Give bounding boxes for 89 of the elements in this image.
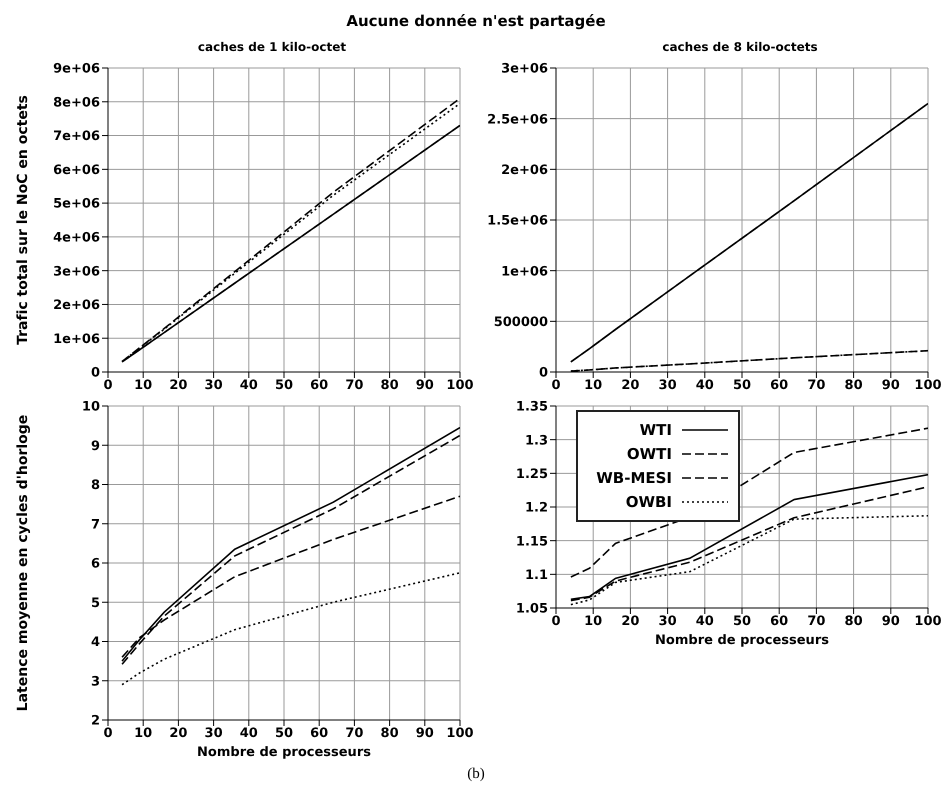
x-tick-label: 70 [807, 378, 826, 394]
legend-label: OWTI [626, 445, 672, 463]
x-tick-label: 70 [345, 726, 364, 742]
y-tick-label: 3 [90, 674, 100, 690]
x-tick-label: 100 [446, 378, 474, 394]
y-tick-label: 7 [90, 517, 100, 532]
x-tick-label: 40 [240, 726, 258, 742]
x-tick-label: 10 [134, 378, 152, 394]
x-tick-label: 30 [658, 378, 677, 394]
y-tick-label: 5 [90, 596, 100, 611]
x-axis-title: Nombre de processeurs [655, 633, 830, 648]
x-tick-label: 20 [169, 726, 188, 742]
y-tick-label: 1.25 [516, 466, 548, 482]
x-tick-label: 60 [310, 726, 328, 742]
x-tick-label: 40 [240, 378, 258, 394]
y-tick-label: 4 [90, 635, 100, 650]
x-tick-label: 80 [380, 726, 399, 742]
x-tick-label: 30 [204, 378, 223, 394]
x-tick-label: 100 [446, 726, 474, 742]
x-tick-label: 90 [416, 726, 434, 742]
y-tick-label: 2 [90, 714, 100, 729]
y-tick-label: 1.35 [516, 400, 548, 415]
y-tick-label: 10 [82, 400, 100, 415]
x-tick-label: 20 [621, 614, 640, 630]
y-tick-label: 0 [90, 366, 100, 381]
y-tick-label: 1e+06 [53, 332, 100, 347]
legend-label: OWBI [624, 493, 672, 511]
y-tick-label: 7e+06 [53, 129, 100, 144]
y-axis-title: Latence moyenne en cycles d'horloge [14, 414, 31, 712]
y-tick-label: 6 [90, 556, 100, 572]
x-tick-label: 80 [844, 378, 863, 394]
legend-label: WB-MESI [595, 469, 672, 487]
x-tick-label: 40 [696, 378, 714, 394]
x-tick-label: 0 [103, 378, 113, 394]
y-tick-label: 2e+06 [53, 298, 100, 314]
y-tick-label: 2e+06 [501, 162, 548, 178]
text: (b) [466, 766, 486, 783]
x-axis-title: Nombre de processeurs [197, 745, 372, 760]
x-tick-label: 0 [551, 614, 561, 630]
y-tick-label: 3e+06 [501, 62, 548, 77]
x-tick-label: 50 [274, 378, 294, 394]
y-tick-label: 2.5e+06 [487, 112, 548, 128]
x-tick-label: 60 [770, 614, 788, 630]
y-tick-label: 8e+06 [53, 95, 100, 110]
x-tick-label: 70 [807, 614, 826, 630]
y-tick-label: 0 [538, 366, 548, 381]
y-tick-label: 500000 [494, 314, 548, 330]
y-tick-label: 1.15 [516, 534, 548, 550]
x-tick-label: 50 [274, 726, 294, 742]
chart-title: caches de 1 kilo-octet [196, 40, 348, 56]
x-tick-label: 60 [770, 378, 788, 394]
y-tick-label: 6e+06 [53, 162, 100, 178]
text: Aucune donnée n'est partagée [345, 11, 607, 32]
chart-title: caches de 8 kilo-octets [661, 40, 819, 56]
x-tick-label: 90 [882, 614, 900, 630]
y-tick-label: 9 [90, 438, 100, 454]
x-tick-label: 50 [732, 614, 752, 630]
x-tick-label: 10 [584, 614, 602, 630]
y-tick-label: 1e+06 [501, 264, 548, 280]
y-axis-title: Trafic total sur le NoC en octets [14, 95, 31, 345]
x-tick-label: 60 [310, 378, 328, 394]
x-tick-label: 100 [914, 378, 942, 394]
x-tick-label: 10 [134, 726, 152, 742]
x-tick-label: 20 [169, 378, 188, 394]
x-tick-label: 0 [551, 378, 561, 394]
x-tick-label: 20 [621, 378, 640, 394]
y-tick-label: 1.5e+06 [487, 214, 548, 229]
x-tick-label: 80 [380, 378, 399, 394]
y-tick-label: 9e+06 [53, 62, 100, 77]
y-tick-label: 1.2 [524, 500, 548, 516]
y-tick-label: 1.3 [524, 433, 548, 448]
y-tick-label: 3e+06 [53, 264, 100, 280]
x-tick-label: 50 [732, 378, 752, 394]
x-tick-label: 70 [345, 378, 364, 394]
x-tick-label: 10 [584, 378, 602, 394]
x-tick-label: 30 [658, 614, 677, 630]
y-tick-label: 8 [90, 478, 100, 494]
x-tick-label: 100 [914, 614, 942, 630]
x-tick-label: 30 [204, 726, 223, 742]
x-tick-label: 80 [844, 614, 863, 630]
x-tick-label: 90 [416, 378, 434, 394]
y-tick-label: 5e+06 [53, 196, 100, 212]
x-tick-label: 90 [882, 378, 900, 394]
x-tick-label: 0 [103, 726, 113, 742]
legend-label: WTI [638, 421, 672, 439]
y-tick-label: 1.1 [524, 568, 548, 583]
y-tick-label: 4e+06 [53, 230, 100, 246]
x-tick-label: 40 [696, 614, 714, 630]
y-tick-label: 1.05 [516, 602, 548, 617]
